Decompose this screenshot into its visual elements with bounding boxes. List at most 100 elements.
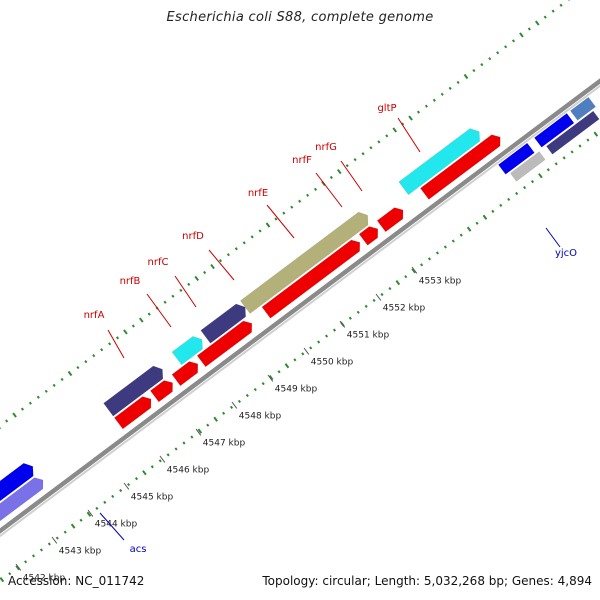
- gc-outer-line-tick: [115, 336, 120, 340]
- gc-inner-line-tick: [213, 416, 218, 422]
- axis-tick-label: 4544 kbp: [95, 519, 138, 529]
- gene-feature-9: [200, 303, 246, 344]
- gc-inner-line-tick: [451, 239, 455, 243]
- gc-outer-line-tick: [440, 92, 444, 96]
- gene-feature-16: [420, 134, 501, 200]
- gc-outer-line-tick: [472, 68, 476, 73]
- gc-outer-line-tick: [100, 348, 104, 352]
- axis-tick-mark: [411, 266, 418, 274]
- gc-inner-line-tick: [63, 530, 67, 534]
- gene-feature-15: [398, 128, 480, 196]
- gc-outer-line-tick: [336, 168, 342, 175]
- gene-feature-18: [510, 151, 546, 182]
- gc-inner-line-tick: [348, 316, 352, 320]
- gc-outer-line-tick: [559, 3, 563, 7]
- gc-inner-line-tick: [70, 523, 76, 529]
- gc-outer-line-tick: [424, 104, 428, 108]
- gene-label-nrfD: nrfD: [182, 231, 204, 242]
- gc-outer-line-tick: [234, 247, 238, 251]
- axis-tick-mark: [375, 293, 382, 301]
- axis-tick-label: 4548 kbp: [239, 411, 282, 421]
- gc-inner-line-tick: [443, 245, 447, 249]
- gc-inner-line-tick: [222, 411, 226, 415]
- gene-label-leader: [99, 512, 125, 541]
- gc-outer-line-tick: [76, 365, 80, 370]
- gc-outer-line-tick: [345, 164, 349, 168]
- gc-outer-line-tick: [138, 317, 144, 323]
- gc-outer-line-tick: [44, 389, 48, 393]
- gc-outer-line-tick: [92, 354, 96, 358]
- gene-label-leader: [340, 160, 363, 192]
- axis-tick-label: 4553 kbp: [419, 276, 462, 286]
- gc-inner-line-tick: [142, 470, 147, 476]
- gc-inner-line-tick: [586, 138, 590, 142]
- gc-inner-line-tick: [554, 162, 558, 166]
- gc-inner-line-tick: [459, 233, 463, 237]
- gc-inner-line-tick: [380, 292, 384, 297]
- gc-outer-line-tick: [28, 401, 32, 405]
- gc-outer-line-tick: [551, 9, 555, 13]
- gc-inner-line-tick: [197, 428, 203, 434]
- gene-label-nrfG: nrfG: [315, 142, 337, 153]
- feature-track: [0, 96, 600, 522]
- gc-outer-line-tick: [385, 134, 389, 138]
- gene-label-yjcO: yjcO: [555, 248, 577, 259]
- gc-outer-line-tick: [369, 146, 373, 150]
- gc-inner-line-tick: [8, 572, 12, 576]
- gc-inner-line-tick: [86, 511, 92, 517]
- gc-inner-line-tick: [356, 310, 360, 314]
- gc-inner-line-tick: [482, 214, 488, 220]
- gc-outer-line-tick: [12, 412, 17, 418]
- gc-inner-line-tick: [39, 548, 43, 552]
- axis-ticks: 4542 kbp 4543 kbp 4544 kbp 4545 kbp 4546 kbp…: [15, 266, 462, 583]
- gc-inner-line-tick: [95, 506, 99, 510]
- accession-text: Accession: NC_011742: [8, 574, 145, 588]
- gc-inner-line-tick: [538, 173, 543, 179]
- gc-outer-line-tick: [527, 27, 531, 31]
- gc-inner-line-tick: [55, 536, 59, 540]
- gc-outer-line-tick: [488, 57, 492, 61]
- axis-tick-mark: [87, 509, 94, 517]
- gc-outer-line-tick: [543, 15, 547, 19]
- gc-inner-line-tick: [15, 565, 20, 571]
- gc-inner-line-tick: [578, 144, 582, 148]
- gc-outer-line-tick: [329, 175, 333, 180]
- gc-outer-line-tick: [511, 39, 516, 43]
- gc-inner-line-tick: [420, 263, 424, 267]
- gc-inner-line-tick: [562, 156, 566, 160]
- gc-inner-line-tick: [103, 500, 107, 504]
- gene-label-leader: [266, 204, 295, 239]
- gc-inner-line-tick: [499, 203, 503, 207]
- gc-inner-line-tick: [261, 382, 265, 386]
- axis-tick-mark: [159, 455, 166, 463]
- gc-outer-line-tick: [480, 63, 484, 67]
- gc-outer-line-tick: [361, 152, 365, 156]
- gene-feature-19: [534, 113, 575, 148]
- gc-outer-line-tick: [123, 329, 128, 335]
- gc-inner-line-tick: [268, 375, 274, 381]
- gene-feature-1: [0, 462, 34, 502]
- gc-inner-line-tick: [277, 370, 281, 374]
- backbone-track: [0, 78, 600, 538]
- gc-inner-line-tick: [466, 226, 472, 232]
- gc-inner-line-tick: [388, 286, 392, 291]
- gene-feature-3: [0, 477, 44, 522]
- gc-outer-line-tick: [432, 98, 436, 102]
- gc-inner-line-tick: [411, 268, 416, 274]
- gc-inner-line-tick: [570, 150, 574, 154]
- gc-outer-line-tick: [448, 86, 452, 90]
- gc-outer-line-tick: [20, 407, 25, 411]
- gene-feature-17: [498, 142, 535, 175]
- axis-tick-label: 4552 kbp: [383, 303, 426, 313]
- gene-label-nrfC: nrfC: [148, 257, 169, 268]
- gc-inner-line-tick: [284, 363, 290, 369]
- gc-inner-line-tick: [530, 180, 535, 184]
- gc-outer-line-tick: [60, 377, 64, 382]
- gc-outer-line-tick: [416, 110, 421, 114]
- axis-tick-label: 4546 kbp: [167, 465, 210, 475]
- gc-outer-line-tick: [203, 270, 207, 275]
- gc-outer-line-tick: [210, 263, 215, 270]
- gc-outer-line-tick: [519, 32, 524, 38]
